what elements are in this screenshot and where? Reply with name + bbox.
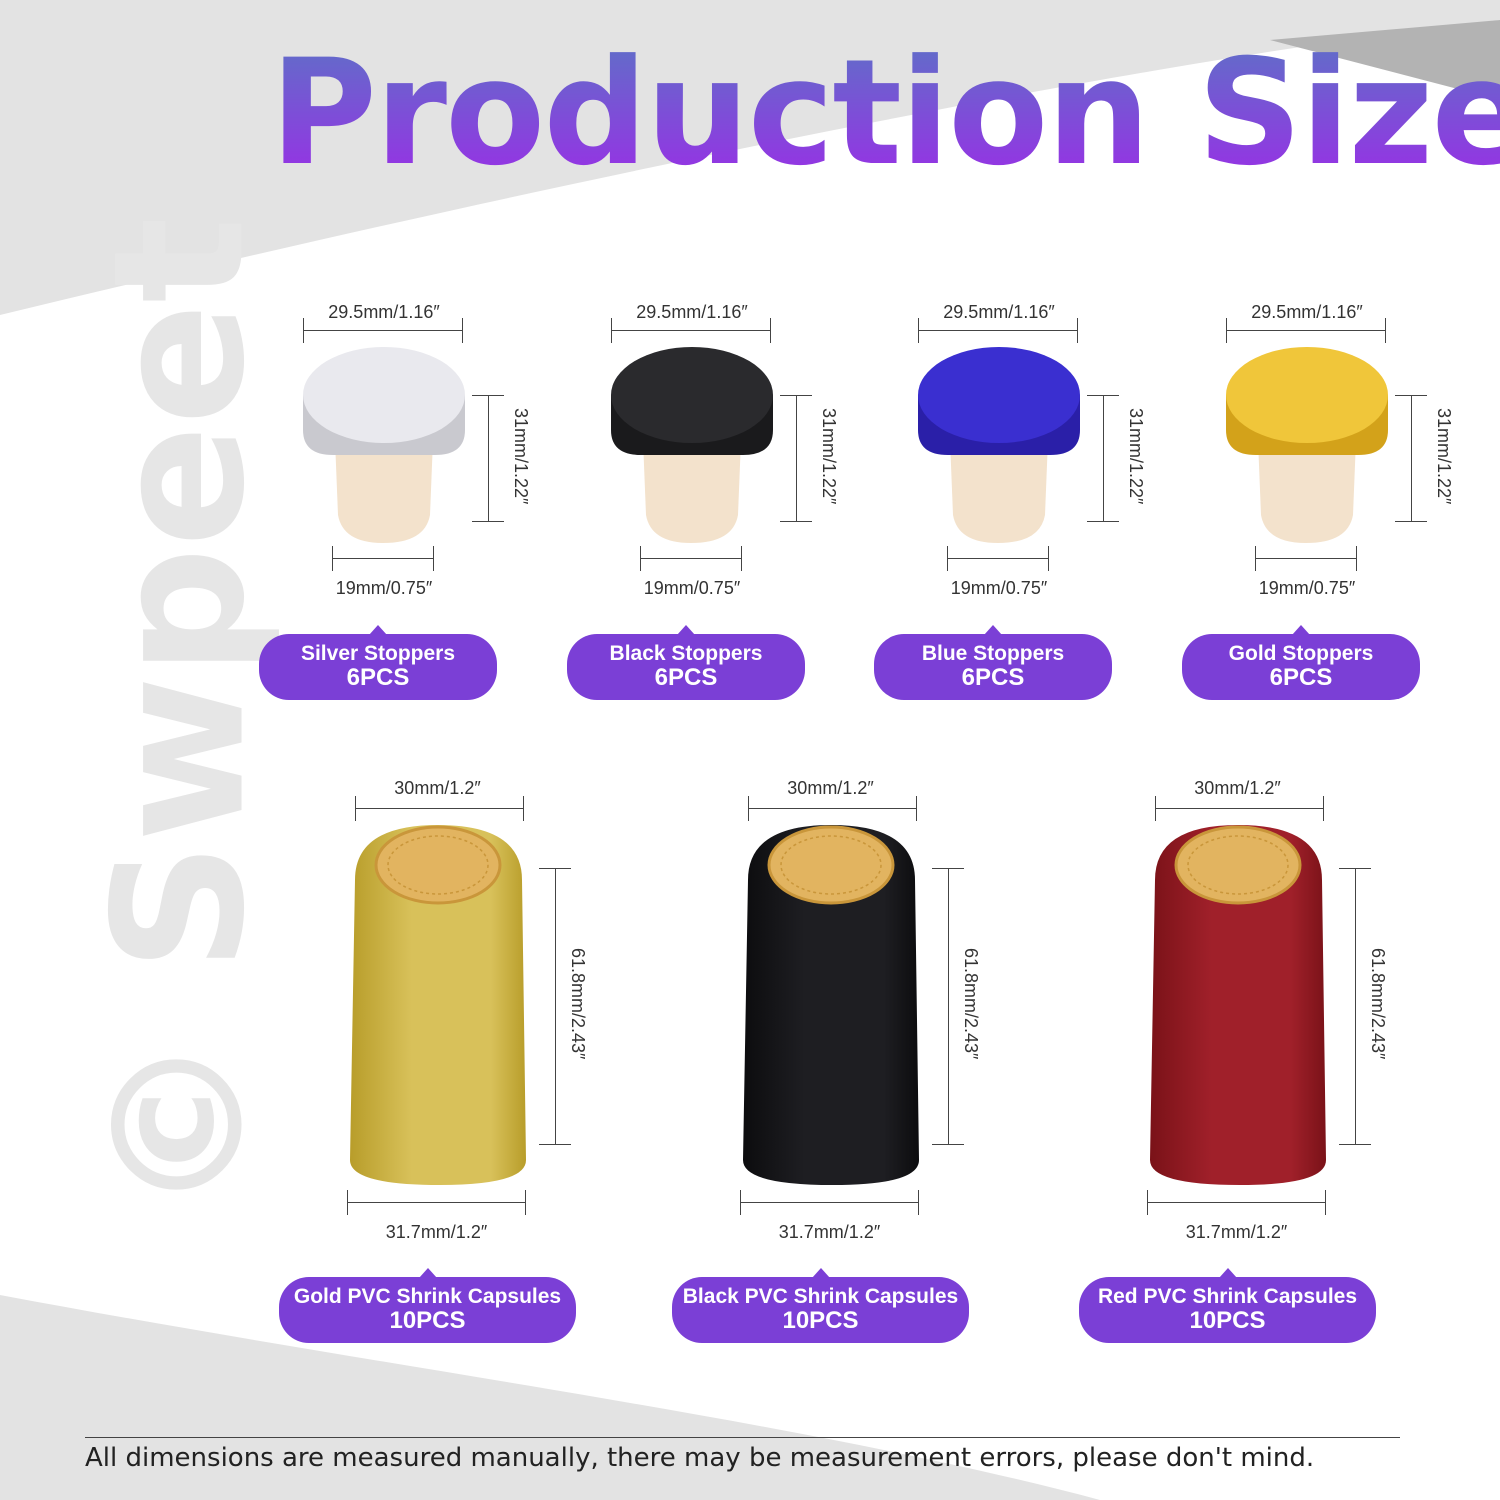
- product-label-gold-stoppers: Gold Stoppers 6PCS: [1182, 625, 1420, 700]
- product-name: Black Stoppers: [609, 642, 763, 665]
- product-name: Red PVC Shrink Capsules: [1097, 1285, 1358, 1308]
- product-quantity: 6PCS: [654, 664, 718, 692]
- bottom-width-label: 31.7mm/1.2″: [778, 1222, 881, 1242]
- capsule-image: [743, 825, 919, 1185]
- product-label-black-pvc-shrink-capsules: Black PVC Shrink Capsules 10PCS: [672, 1268, 969, 1343]
- top-width-dimension-line: [355, 796, 524, 821]
- product-quantity: 10PCS: [389, 1307, 466, 1335]
- product-quantity: 10PCS: [1189, 1307, 1266, 1335]
- product-quantity: 6PCS: [1269, 664, 1333, 692]
- watermark: © Swpeet: [75, 216, 285, 1215]
- product-label-red-pvc-shrink-capsules: Red PVC Shrink Capsules 10PCS: [1079, 1268, 1376, 1343]
- capsule-image: [1150, 825, 1326, 1185]
- product-name: Black PVC Shrink Capsules: [682, 1285, 959, 1308]
- product-name: Blue Stoppers: [921, 642, 1065, 665]
- product-quantity: 6PCS: [961, 664, 1025, 692]
- stopper-image: [1226, 347, 1388, 543]
- bottom-width-label: 31.7mm/1.2″: [385, 1222, 488, 1242]
- product-quantity: 6PCS: [346, 664, 410, 692]
- height-dimension-line: [1339, 868, 1371, 1145]
- bottom-width-label: 19mm/0.75″: [643, 578, 741, 598]
- bottom-width-dimension-line: [640, 546, 742, 571]
- bottom-width-label: 19mm/0.75″: [1258, 578, 1356, 598]
- top-width-label: 29.5mm/1.16″: [1251, 302, 1363, 322]
- stopper-image: [303, 347, 465, 543]
- height-label: 31mm/1.22″: [511, 408, 531, 505]
- bottom-width-label: 19mm/0.75″: [335, 578, 433, 598]
- height-label: 31mm/1.22″: [1434, 408, 1454, 505]
- top-width-label: 29.5mm/1.16″: [636, 302, 748, 322]
- bottom-width-dimension-line: [332, 546, 434, 571]
- product-name: Gold Stoppers: [1228, 642, 1374, 665]
- bottom-width-label: 31.7mm/1.2″: [1185, 1222, 1288, 1242]
- top-width-label: 29.5mm/1.16″: [328, 302, 440, 322]
- height-label: 61.8mm/2.43″: [568, 948, 588, 1060]
- product-quantity: 10PCS: [782, 1307, 859, 1335]
- top-width-dimension-line: [1155, 796, 1324, 821]
- top-width-dimension-line: [1226, 318, 1386, 343]
- top-width-label: 30mm/1.2″: [787, 778, 874, 798]
- product-name: Silver Stoppers: [300, 642, 456, 665]
- top-width-dimension-line: [918, 318, 1078, 343]
- height-dimension-line: [932, 868, 964, 1145]
- page-title: Production Size: [270, 40, 1500, 186]
- height-dimension-line: [780, 395, 812, 522]
- height-label: 61.8mm/2.43″: [1368, 948, 1388, 1060]
- divider: [85, 1437, 1400, 1438]
- top-width-dimension-line: [303, 318, 463, 343]
- bottom-width-dimension-line: [740, 1190, 919, 1215]
- height-dimension-line: [472, 395, 504, 522]
- height-dimension-line: [1087, 395, 1119, 522]
- product-label-silver-stoppers: Silver Stoppers 6PCS: [259, 625, 497, 700]
- product-name: Gold PVC Shrink Capsules: [293, 1285, 562, 1308]
- product-label-black-stoppers: Black Stoppers 6PCS: [567, 625, 805, 700]
- bottom-width-dimension-line: [347, 1190, 526, 1215]
- height-label: 61.8mm/2.43″: [961, 948, 981, 1060]
- top-width-dimension-line: [611, 318, 771, 343]
- height-label: 31mm/1.22″: [1126, 408, 1146, 505]
- stopper-image: [918, 347, 1080, 543]
- product-label-gold-pvc-shrink-capsules: Gold PVC Shrink Capsules 10PCS: [279, 1268, 576, 1343]
- top-width-dimension-line: [748, 796, 917, 821]
- capsule-image: [350, 825, 526, 1185]
- height-dimension-line: [1395, 395, 1427, 522]
- top-width-label: 29.5mm/1.16″: [943, 302, 1055, 322]
- bottom-width-label: 19mm/0.75″: [950, 578, 1048, 598]
- disclaimer-text: All dimensions are measured manually, th…: [85, 1443, 1315, 1473]
- stopper-image: [611, 347, 773, 543]
- top-width-label: 30mm/1.2″: [1194, 778, 1281, 798]
- height-dimension-line: [539, 868, 571, 1145]
- bottom-width-dimension-line: [1255, 546, 1357, 571]
- product-label-blue-stoppers: Blue Stoppers 6PCS: [874, 625, 1112, 700]
- bottom-width-dimension-line: [947, 546, 1049, 571]
- height-label: 31mm/1.22″: [819, 408, 839, 505]
- top-width-label: 30mm/1.2″: [394, 778, 481, 798]
- bottom-width-dimension-line: [1147, 1190, 1326, 1215]
